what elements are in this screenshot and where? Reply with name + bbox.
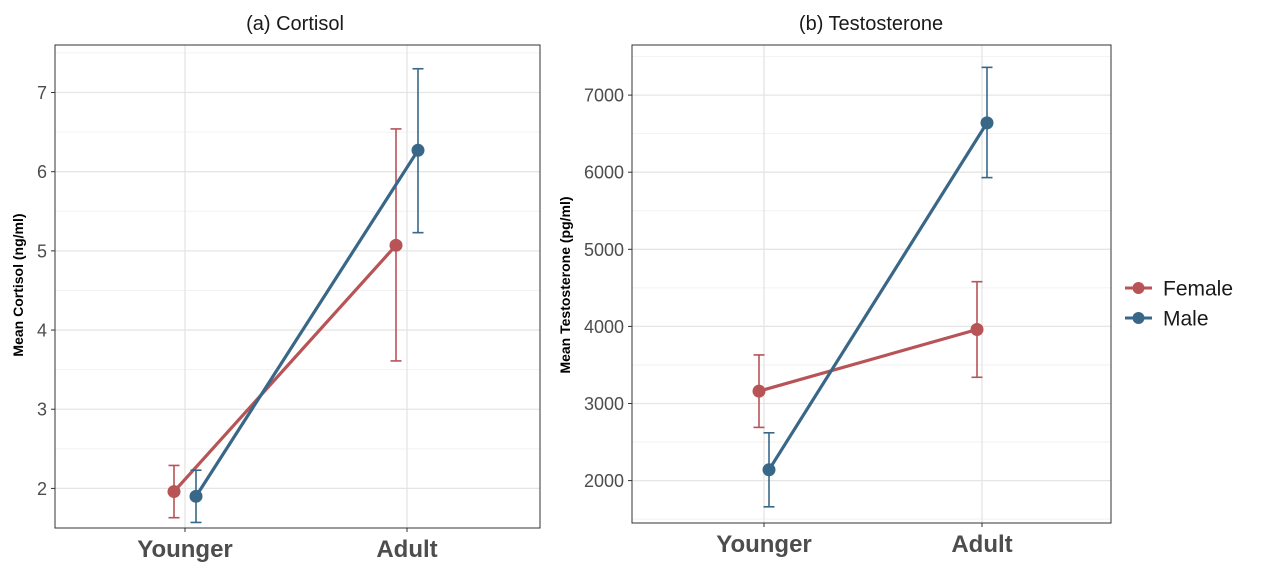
cortisol-male-point	[189, 489, 203, 503]
cortisol-y-tick-label: 2	[37, 479, 47, 499]
testosterone-grid	[632, 45, 1111, 523]
testosterone-female-point	[752, 384, 766, 398]
testosterone-y-tick-label: 5000	[584, 240, 624, 260]
testosterone-y-tick-label: 2000	[584, 471, 624, 491]
testosterone-plot-background	[632, 45, 1111, 523]
cortisol-y-tick-label: 3	[37, 400, 47, 420]
legend-key-female-dot	[1132, 282, 1145, 294]
testosterone-marks	[752, 66, 994, 508]
cortisol-grid	[55, 45, 540, 529]
cortisol-female-point	[167, 485, 181, 499]
cortisol-chart-title: (a) Cortisol	[246, 13, 344, 35]
testosterone-x-tick-label-adult: Adult	[951, 531, 1012, 558]
cortisol-y-tick-label: 6	[37, 162, 47, 182]
cortisol-marks	[167, 67, 425, 524]
cortisol-female-line	[172, 243, 398, 494]
cortisol-y-tick-label: 5	[37, 241, 47, 261]
cortisol-panel: (a) Cortisol Mean Cortisol (ng/ml) 2 3 4 5 6…	[10, 13, 541, 563]
cortisol-x-tick-label-adult: Adult	[376, 536, 437, 563]
testosterone-ticks: 2000 3000 4000 5000 6000 7000 Younger Adult	[584, 86, 1013, 558]
testosterone-female-line	[757, 327, 979, 393]
cortisol-female-point	[389, 238, 403, 252]
cortisol-y-tick-label: 7	[37, 83, 47, 103]
legend-item-male: Male	[1125, 308, 1209, 331]
testosterone-male-point	[762, 463, 776, 477]
testosterone-panel: (b) Testosterone Mean Testosterone (pg/m…	[557, 13, 1112, 558]
testosterone-y-tick-label: 6000	[584, 163, 624, 183]
cortisol-plot-border	[54, 44, 541, 529]
legend-key-male-dot	[1132, 312, 1145, 324]
testosterone-male-point	[980, 116, 994, 130]
cortisol-male-point	[411, 143, 425, 157]
cortisol-x-tick-label-younger: Younger	[137, 536, 233, 563]
cortisol-y-tick-label: 4	[37, 321, 47, 341]
testosterone-y-tick-label: 4000	[584, 317, 624, 337]
legend: Female Male	[1125, 278, 1233, 331]
testosterone-chart-title: (b) Testosterone	[799, 13, 943, 35]
testosterone-y-axis-label: Mean Testosterone (pg/ml)	[557, 196, 573, 373]
testosterone-plot-border	[631, 44, 1112, 524]
testosterone-y-tick-label: 7000	[584, 86, 624, 106]
testosterone-x-tick-label-younger: Younger	[716, 531, 812, 558]
legend-label-male: Male	[1163, 308, 1209, 331]
cortisol-plot-background	[55, 45, 540, 528]
cortisol-male-line	[194, 148, 420, 498]
legend-item-female: Female	[1125, 278, 1233, 301]
cortisol-ticks: 2 3 4 5 6 7 Younger Adult	[37, 83, 438, 563]
cortisol-y-axis-label: Mean Cortisol (ng/ml)	[10, 213, 26, 356]
testosterone-y-tick-label: 3000	[584, 394, 624, 414]
testosterone-female-point	[970, 322, 984, 336]
testosterone-male-line	[767, 121, 989, 472]
legend-label-female: Female	[1163, 278, 1233, 301]
